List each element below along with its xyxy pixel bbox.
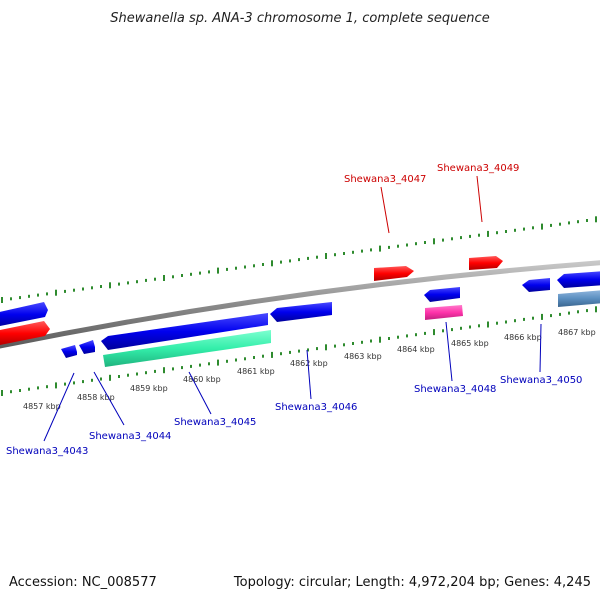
gene-labels: Shewana3_4047 Shewana3_4049 Shewana3_404… [6, 163, 582, 457]
gene-arrow-4046[interactable] [270, 302, 332, 322]
gene-arrow-4050[interactable] [522, 278, 550, 292]
tick-label-4867: 4867 kbp [558, 328, 596, 337]
tick-label-4865: 4865 kbp [451, 339, 489, 348]
gene-label-4044[interactable]: Shewana3_4044 [89, 431, 171, 442]
tick-label-4862: 4862 kbp [290, 359, 328, 368]
gene-label-4045[interactable]: Shewana3_4045 [174, 417, 256, 428]
chromosome-backbone [0, 260, 600, 349]
connector-4043 [43, 372, 75, 442]
gene-label-4043[interactable]: Shewana3_4043 [6, 446, 88, 457]
tick-label-4858: 4858 kbp [77, 393, 115, 402]
inner-tick-row [1, 306, 597, 396]
gene-arrow-4048-pink[interactable] [425, 305, 463, 320]
gene-arrow-4049[interactable] [469, 256, 503, 270]
map-title: Shewanella sp. ANA-3 chromosome 1, compl… [110, 11, 489, 26]
tick-label-4861: 4861 kbp [237, 367, 275, 376]
connector-4048 [445, 321, 453, 382]
gene-label-4047[interactable]: Shewana3_4047 [344, 174, 426, 185]
reverse-genes [0, 271, 600, 367]
forward-genes [0, 256, 503, 346]
gene-label-4049[interactable]: Shewana3_4049 [437, 163, 519, 174]
gene-arrow-4043[interactable] [61, 345, 77, 358]
gene-arrow-4044[interactable] [79, 340, 95, 354]
tick-label-4864: 4864 kbp [397, 345, 435, 354]
gene-arrow-4047[interactable] [374, 266, 414, 281]
topology-text: Topology: circular; Length: 4,972,204 bp… [233, 575, 591, 590]
tick-label-4863: 4863 kbp [344, 352, 382, 361]
connector-4049 [476, 175, 483, 223]
label-connectors [43, 175, 542, 442]
gene-label-4046[interactable]: Shewana3_4046 [275, 402, 357, 413]
tick-label-4859: 4859 kbp [130, 384, 168, 393]
gene-label-4050[interactable]: Shewana3_4050 [500, 375, 582, 386]
gene-arrow-4048[interactable] [424, 287, 460, 302]
connector-4044 [93, 371, 125, 426]
outer-tick-row [1, 216, 597, 303]
gene-arrow-4045-teal[interactable] [103, 330, 271, 367]
gene-arrow-4045[interactable] [101, 313, 268, 350]
accession-text: Accession: NC_008577 [9, 575, 157, 590]
tick-label-4866: 4866 kbp [504, 333, 542, 342]
gene-label-4048[interactable]: Shewana3_4048 [414, 384, 496, 395]
connector-4047 [380, 186, 390, 234]
connector-4050 [539, 323, 542, 373]
connector-4045 [188, 371, 212, 415]
gene-arrow-right-steel[interactable] [558, 290, 600, 307]
gene-arrow-left-blue[interactable] [0, 302, 48, 327]
gene-arrow-left-red[interactable] [0, 321, 50, 346]
scale-labels: 4857 kbp 4858 kbp 4859 kbp 4860 kbp 4861… [23, 328, 596, 411]
tick-label-4857: 4857 kbp [23, 402, 61, 411]
gene-arrow-right-blue[interactable] [557, 271, 600, 288]
tick-label-4860: 4860 kbp [183, 375, 221, 384]
connector-4046 [306, 349, 312, 400]
